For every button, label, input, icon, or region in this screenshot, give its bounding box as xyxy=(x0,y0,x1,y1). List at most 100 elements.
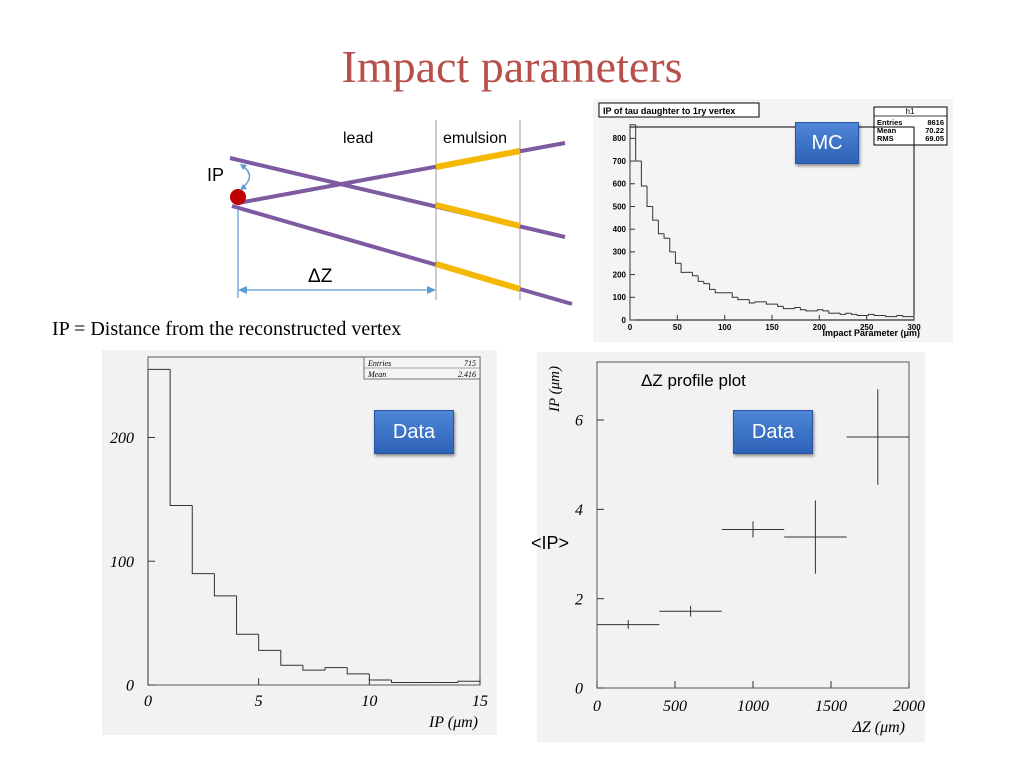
mc-hist-bin xyxy=(674,251,682,264)
mc-x-axis-label: Impact Parameter (μm) xyxy=(822,328,920,338)
mc-hist-bin xyxy=(765,301,772,305)
dz-profile-plot: 0 500 1000 1500 2000 0 2 4 6 IP (μm) ΔZ (μm) ΔZ … xyxy=(531,352,925,742)
mc-hist-bin xyxy=(680,263,687,273)
mc-hist-bin xyxy=(703,281,710,285)
mc-stats-mean-label: Mean xyxy=(877,126,897,135)
emulsion-segment-1 xyxy=(435,148,521,170)
data-stats-mean-label: Mean xyxy=(367,370,386,379)
mc-hist-bin xyxy=(868,313,875,316)
mc-hist-bin xyxy=(885,315,892,318)
mc-hist-bin xyxy=(635,124,642,162)
track-line-3 xyxy=(231,204,573,306)
profile-y-tick-label: 2 xyxy=(575,591,583,608)
mc-hist-bin xyxy=(828,310,835,314)
mc-y-tick-label: 800 xyxy=(613,134,627,143)
mc-hist-bin xyxy=(873,314,880,316)
mc-plot-title: IP of tau daughter to 1ry vertex xyxy=(603,106,735,116)
data-hist-x-tick-label: 5 xyxy=(255,693,263,710)
dz-arrow-head-left xyxy=(238,286,247,294)
data-hist-bin xyxy=(457,680,480,683)
data-hist-bin xyxy=(280,650,303,666)
ip-arrow-head-top xyxy=(240,164,247,170)
profile-y-tick-label: 4 xyxy=(575,502,583,519)
profile-y-axis-label: IP (μm) xyxy=(547,366,563,413)
profile-badge: Data xyxy=(733,410,813,454)
mc-y-tick-label: 300 xyxy=(613,248,627,257)
mc-hist-bin xyxy=(805,309,812,312)
mc-badge: MC xyxy=(795,122,859,164)
mc-hist-bin xyxy=(794,307,801,309)
mc-hist-bin xyxy=(816,309,824,311)
mc-stats-rms-label: RMS xyxy=(877,134,894,143)
data-hist-bin xyxy=(191,505,215,575)
data-hist-bin xyxy=(324,667,348,671)
mc-stats-rms-value: 69.05 xyxy=(925,134,944,143)
mc-y-tick-label: 0 xyxy=(622,316,627,325)
mc-hist-bin xyxy=(851,313,858,315)
mc-y-tick-label: 400 xyxy=(613,225,627,234)
data-hist-bin xyxy=(169,369,193,507)
data-hist-x-axis-label: IP (μm) xyxy=(428,714,478,731)
mc-y-tick-label: 700 xyxy=(613,157,627,166)
mc-x-tick-label: 100 xyxy=(718,323,732,332)
dz-arrow-head-right xyxy=(427,286,436,294)
mc-x-tick-label: 0 xyxy=(628,323,633,332)
mc-hist-bin xyxy=(640,161,648,187)
mc-hist-bin xyxy=(652,206,659,221)
data-hist-bin xyxy=(346,667,370,675)
data-hist-x-tick-label: 10 xyxy=(361,693,377,710)
data-stats-entries-value: 715 xyxy=(464,359,476,368)
mc-y-tick-label: 200 xyxy=(613,270,627,279)
data-hist-x-tick-label: 0 xyxy=(144,693,152,710)
mc-x-tick-label: 50 xyxy=(673,323,682,332)
mc-x-tick-label: 150 xyxy=(765,323,779,332)
profile-title: ΔZ profile plot xyxy=(641,371,746,390)
mc-hist-bin xyxy=(663,233,670,239)
mc-hist-bin xyxy=(731,292,738,298)
data-stats-mean-value: 2.416 xyxy=(458,370,476,379)
mc-hist-bin xyxy=(896,314,903,317)
emulsion-label: emulsion xyxy=(443,130,507,147)
profile-y-tick-label: 0 xyxy=(575,681,583,698)
data-hist-y-tick-label: 0 xyxy=(126,678,134,695)
mc-hist-bin xyxy=(822,309,829,312)
profile-x-tick-label: 0 xyxy=(593,698,601,715)
mc-hist-bin xyxy=(782,306,790,310)
mc-hist-bin xyxy=(754,301,761,303)
profile-x-tick-label: 1000 xyxy=(737,698,769,715)
page-title: Impact parameters xyxy=(341,41,683,92)
profile-x-tick-label: 2000 xyxy=(893,698,925,715)
mc-y-tick-label: 100 xyxy=(613,293,627,302)
mc-hist-bin xyxy=(629,124,636,320)
mc-hist-bin xyxy=(709,283,716,290)
mc-hist-bin xyxy=(845,312,852,315)
mc-histogram: IP of tau daughter to 1ry vertex h1 Entr… xyxy=(593,99,953,342)
mc-hist-bin xyxy=(902,315,909,318)
profile-x-tick-label: 1500 xyxy=(815,698,847,715)
mc-hist-bin xyxy=(856,314,863,316)
mc-hist-bin xyxy=(839,313,846,315)
data-hist-x-tick-label: 15 xyxy=(472,693,488,710)
mc-stats-entries-label: Entries xyxy=(877,118,902,127)
ip-arrow-head-bottom xyxy=(240,184,247,190)
mc-y-tick-label: 600 xyxy=(613,180,627,189)
mc-x-tick-label: 300 xyxy=(907,323,921,332)
profile-side-label: <IP> xyxy=(531,533,569,553)
mc-hist-bin xyxy=(748,299,755,304)
lead-label: lead xyxy=(343,130,373,147)
mc-x-tick-label: 250 xyxy=(860,323,874,332)
data-ip-histogram: Entries 715 Mean 2.416 0 5 10 15 0 100 200 IP … xyxy=(102,350,497,735)
mc-hist-bin xyxy=(714,289,721,294)
mc-hist-bin xyxy=(669,238,676,253)
data-hist-bin xyxy=(390,680,414,684)
data-hist-bin xyxy=(258,634,281,651)
mc-hist-bin xyxy=(657,220,665,235)
ip-caption: IP = Distance from the reconstructed ver… xyxy=(52,318,402,340)
profile-x-axis-label: ΔZ (μm) xyxy=(851,719,905,736)
mc-hist-bin xyxy=(646,186,653,207)
vertex-dot xyxy=(230,189,246,205)
mc-stats-entries-value: 8616 xyxy=(927,118,944,127)
data-hist-bin xyxy=(213,573,237,597)
emulsion-segment-3 xyxy=(435,261,521,292)
